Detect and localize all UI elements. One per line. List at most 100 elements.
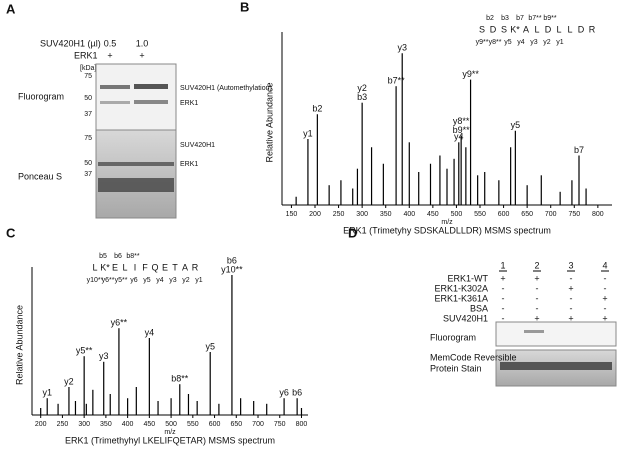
x-axis-label: m/z bbox=[164, 429, 176, 436]
x-tick-label: 750 bbox=[274, 421, 286, 428]
fragment: y3 bbox=[169, 277, 177, 284]
fragment: b3 bbox=[501, 15, 509, 22]
fragment: y4 bbox=[517, 39, 525, 46]
marker: 50 bbox=[84, 95, 92, 102]
peak-label: y1 bbox=[303, 128, 313, 138]
x-tick-label: 300 bbox=[78, 421, 90, 428]
sign: + bbox=[139, 50, 144, 60]
x-tick-label: 800 bbox=[296, 421, 308, 428]
residue: A bbox=[182, 262, 188, 272]
fluorogram-blot bbox=[495, 321, 617, 347]
peak-label: b3 bbox=[357, 92, 367, 102]
sign: - bbox=[502, 303, 505, 313]
residue: E bbox=[162, 262, 168, 272]
fragment: y1 bbox=[556, 39, 564, 46]
blot-label: MemCode Reversible bbox=[430, 352, 517, 362]
fragment: b5 bbox=[99, 253, 107, 260]
residue: L bbox=[122, 262, 127, 272]
residue: L bbox=[534, 24, 539, 34]
x-tick-label: 200 bbox=[309, 211, 321, 218]
peak-label: y2 bbox=[64, 376, 74, 386]
row-label: ERK1-K302A bbox=[434, 283, 488, 293]
peak-label: y10** bbox=[221, 264, 243, 274]
band bbox=[98, 178, 174, 192]
x-tick-label: 750 bbox=[568, 211, 580, 218]
marker: 37 bbox=[84, 111, 92, 118]
x-tick-label: 650 bbox=[230, 421, 242, 428]
sign: + bbox=[534, 313, 539, 323]
fragment: b7 bbox=[516, 15, 524, 22]
residue: D bbox=[490, 24, 497, 34]
x-tick-label: 200 bbox=[35, 421, 47, 428]
residue: L bbox=[567, 24, 572, 34]
residue: I bbox=[134, 262, 137, 272]
sign: + bbox=[602, 313, 607, 323]
sign: - bbox=[570, 303, 573, 313]
unit: [kDa] bbox=[80, 65, 96, 72]
blot-label: Fluorogram bbox=[18, 91, 64, 101]
row-label: ERK1-WT bbox=[448, 273, 489, 283]
sign: + bbox=[107, 50, 112, 60]
band-label: SUV420H1 bbox=[180, 142, 215, 149]
residue: T bbox=[172, 262, 178, 272]
blot-label: Protein Stain bbox=[430, 363, 482, 373]
x-tick-label: 600 bbox=[209, 421, 221, 428]
sign: + bbox=[568, 283, 573, 293]
band bbox=[134, 100, 168, 104]
band-label: ERK1 bbox=[180, 161, 198, 168]
peak-label: y3 bbox=[397, 43, 407, 53]
residue: A bbox=[523, 24, 529, 34]
residue: D bbox=[578, 24, 585, 34]
band-label: ERK1 bbox=[180, 100, 198, 107]
residue: K* bbox=[510, 24, 520, 34]
blot-label: Fluorogram bbox=[430, 332, 476, 342]
residue: D bbox=[545, 24, 552, 34]
band bbox=[134, 84, 168, 89]
x-tick-label: 500 bbox=[165, 421, 177, 428]
fragment: y5** bbox=[115, 277, 128, 284]
peak-label: b8** bbox=[171, 374, 189, 384]
fragment: b9** bbox=[543, 15, 557, 22]
x-tick-label: 400 bbox=[122, 421, 134, 428]
x-tick-label: 250 bbox=[57, 421, 69, 428]
band bbox=[100, 85, 130, 89]
x-tick-label: 250 bbox=[333, 211, 345, 218]
peak-label: b6 bbox=[227, 255, 237, 265]
sign: - bbox=[502, 293, 505, 303]
peak-label: y1 bbox=[42, 388, 52, 398]
lane-number: 3 bbox=[568, 260, 573, 270]
sign: - bbox=[604, 283, 607, 293]
residue: K* bbox=[100, 262, 110, 272]
sign: - bbox=[570, 293, 573, 303]
peak-label: b6 bbox=[292, 388, 302, 398]
peak-label: y5** bbox=[76, 346, 93, 356]
sign: - bbox=[604, 303, 607, 313]
x-tick-label: 700 bbox=[252, 421, 264, 428]
sign: + bbox=[534, 273, 539, 283]
lane-number: 1 bbox=[500, 260, 505, 270]
peak-label: y6 bbox=[279, 388, 289, 398]
band bbox=[98, 162, 174, 166]
peak-label: y3 bbox=[99, 351, 109, 361]
caption: ERK1 (Trimethyhyl LKELIFQETAR) MSMS spec… bbox=[65, 435, 275, 445]
fragment: b8** bbox=[126, 253, 140, 260]
fragment: b2 bbox=[486, 15, 494, 22]
erk1-label: ERK1 bbox=[74, 50, 98, 60]
sign: - bbox=[604, 273, 607, 283]
row-label: ERK1-K361A bbox=[434, 293, 488, 303]
fragment: y5 bbox=[504, 39, 512, 46]
fragment: y10** bbox=[87, 277, 104, 284]
band bbox=[500, 362, 612, 370]
residue: S bbox=[501, 24, 507, 34]
peak-label: b7** bbox=[388, 76, 406, 86]
x-tick-label: 150 bbox=[286, 211, 298, 218]
sign: - bbox=[502, 313, 505, 323]
ponceau-blot bbox=[95, 129, 177, 219]
panel-letter: A bbox=[6, 1, 16, 16]
residue: S bbox=[479, 24, 485, 34]
x-tick-label: 650 bbox=[521, 211, 533, 218]
blot-label: Ponceau S bbox=[18, 171, 62, 181]
x-tick-label: 350 bbox=[380, 211, 392, 218]
fragment: y4 bbox=[156, 277, 164, 284]
